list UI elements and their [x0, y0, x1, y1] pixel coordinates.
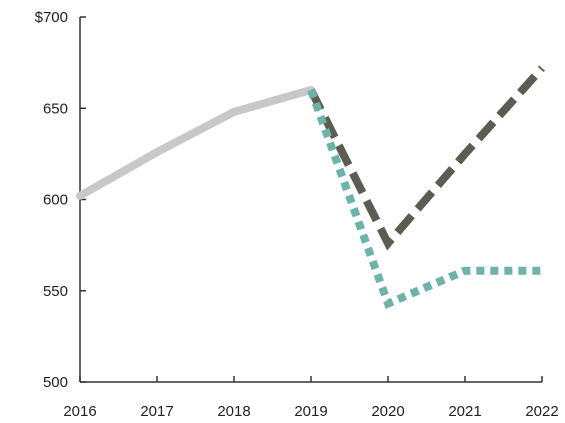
tick-labels: $700 650 600 550 500 2016 2017 2018 2019 2020 2021… [35, 9, 559, 420]
x-tick-label: 2020 [371, 403, 404, 420]
y-tick-label: 500 [43, 374, 68, 391]
y-tick-label: $700 [35, 9, 68, 26]
x-tick-label: 2017 [140, 403, 173, 420]
y-tick-label: 600 [43, 192, 68, 209]
x-tick-label: 2021 [448, 403, 481, 420]
x-tick-label: 2016 [63, 403, 96, 420]
series-line-historical [76, 86, 315, 200]
x-tick-label: 2018 [217, 403, 250, 420]
y-tick-label: 650 [43, 100, 68, 117]
x-tick-label: 2019 [294, 403, 327, 420]
series-line-projection-dashed [307, 65, 545, 251]
series-line-projection-dotted [307, 88, 542, 309]
axes [79, 16, 543, 383]
series-layer [76, 65, 545, 309]
y-tick-label: 550 [43, 283, 68, 300]
x-tick-label: 2022 [525, 403, 558, 420]
